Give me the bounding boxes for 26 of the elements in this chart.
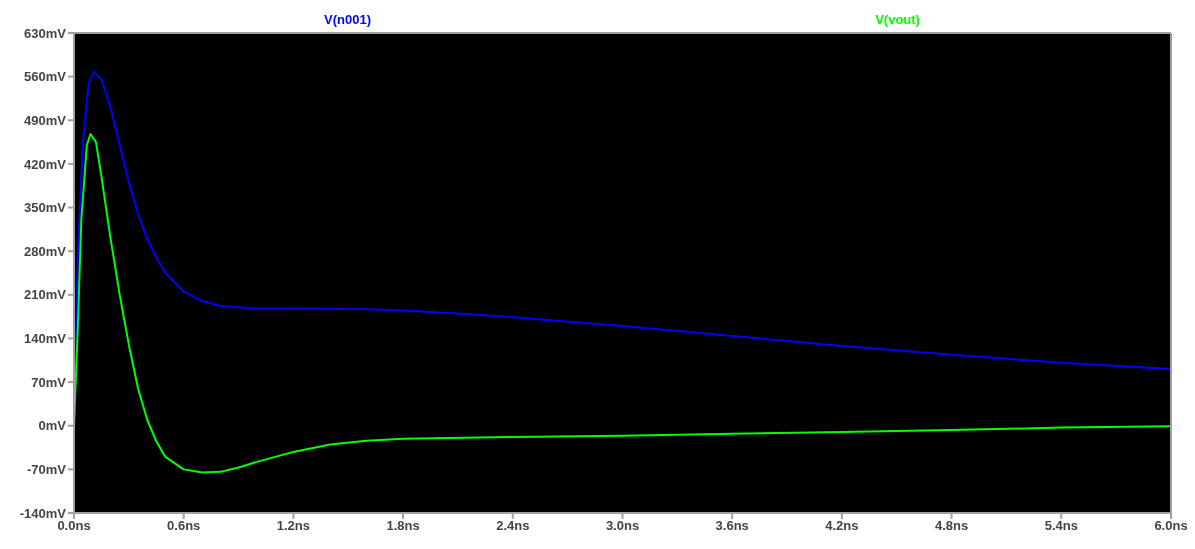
- y-tick-label: 420mV: [24, 156, 67, 172]
- y-tick-label: 140mV: [24, 331, 67, 347]
- y-tick-label: 0mV: [38, 418, 67, 434]
- line-series: [74, 132, 1171, 474]
- x-tick-label: 4.2ns: [825, 518, 859, 534]
- x-tick-label: 3.0ns: [605, 518, 640, 534]
- y-tick-label: 280mV: [24, 243, 67, 259]
- x-tick-label: 5.4ns: [1044, 518, 1078, 534]
- text: V(vout): [875, 12, 920, 27]
- y-tick-label: -140mV: [19, 505, 67, 521]
- x-tick-label: 2.4ns: [496, 518, 530, 534]
- text: V(n001): [324, 12, 372, 27]
- x-tick-label: 0.6ns: [167, 518, 201, 534]
- y-tick-label: 70mV: [31, 374, 67, 390]
- x-tick-label: 4.8ns: [934, 518, 969, 534]
- y-tick-label: 350mV: [24, 200, 67, 216]
- y-tick-label: 210mV: [24, 287, 67, 303]
- x-tick-label: 6.0ns: [1154, 518, 1188, 534]
- x-tick-label: 1.8ns: [386, 518, 420, 534]
- x-tick-label: 3.6ns: [715, 518, 749, 534]
- y-tick-label: 630mV: [24, 25, 67, 41]
- y-tick-label: -70mV: [26, 461, 67, 477]
- x-tick-label: 0.0ns: [57, 518, 91, 534]
- y-tick-label: 560mV: [24, 69, 67, 85]
- y-tick-label: 490mV: [24, 112, 67, 128]
- x-tick-label: 1.2ns: [276, 518, 311, 534]
